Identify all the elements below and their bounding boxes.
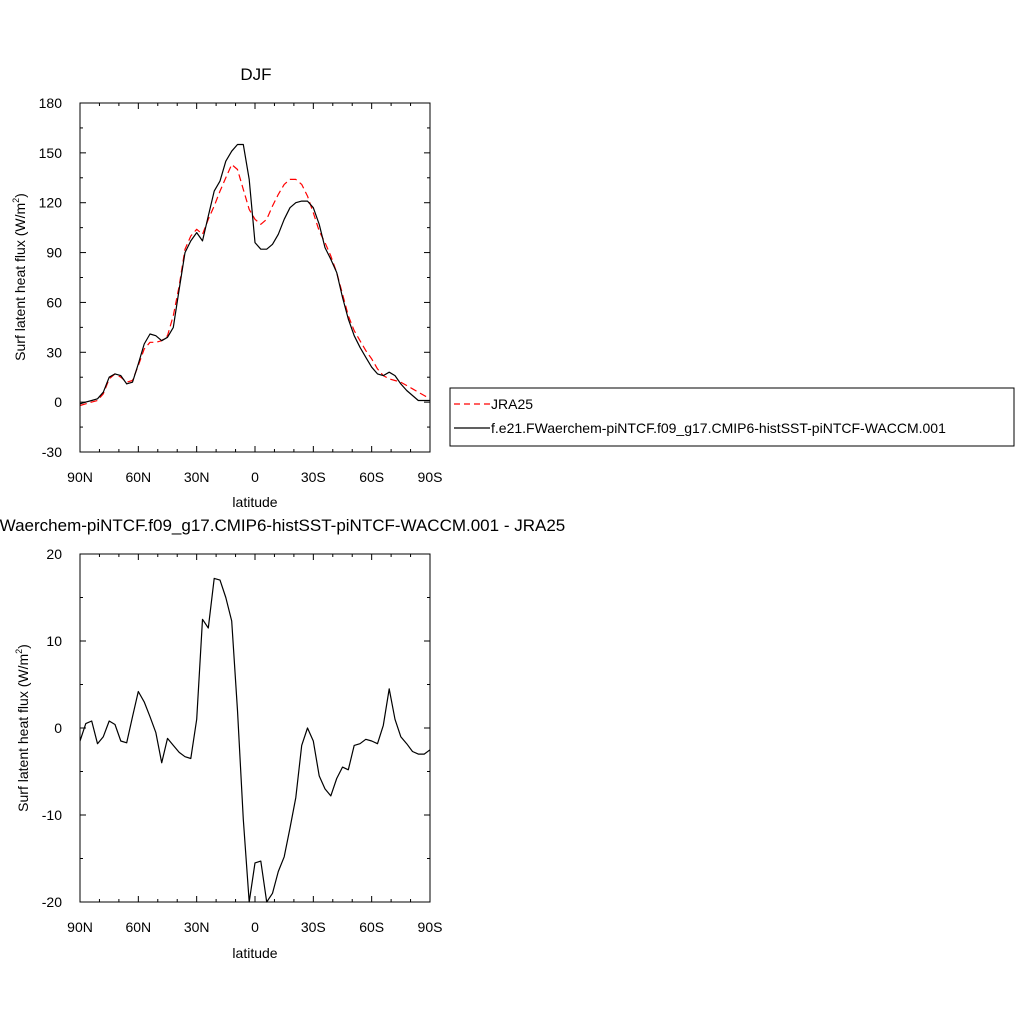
y-tick-label: 10 [46,633,62,649]
series-line-top-0 [79,163,431,407]
x-tick-label: 0 [251,919,259,935]
y-tick-label: -10 [42,807,62,823]
x-tick-label: 90S [418,919,443,935]
gridlines-top: -30 0 30 60 90 120 150 180 90N 60N 30N 0 30S 60S 90S [39,95,443,485]
x-tick-label: 90N [67,469,93,485]
plot-frame-top [79,102,431,453]
x-tick-label: 60N [125,919,151,935]
gridlines-bottom: -20 -10 0 10 20 90N 60N 30N 0 30S 60S 90S [42,546,443,935]
chart-panel-bottom: f.e21.FWaerchem-piNTCF.f09_g17.CMIP6-his… [0,516,565,961]
x-tick-label: 60S [359,919,384,935]
legend-label-jra25: JRA25 [491,396,533,412]
y-tick-label: 30 [46,344,62,360]
series-line-top-1 [79,143,430,405]
series-line-bottom-0 [79,577,431,903]
y-tick-label: 90 [46,245,62,261]
plot-lines-top [79,143,431,407]
x-tick-label: 90N [67,919,93,935]
y-tick-label: 20 [46,546,62,562]
plot-lines-bottom [79,577,431,903]
x-tick-label: 60N [125,469,151,485]
x-tick-label: 90S [418,469,443,485]
legend-label-model: f.e21.FWaerchem-piNTCF.f09_g17.CMIP6-his… [491,420,946,436]
y-tick-label: 0 [54,394,62,410]
x-axis-label-bottom: latitude [232,945,277,961]
y-tick-label: 180 [39,95,63,111]
y-tick-label: 0 [54,720,62,736]
x-tick-label: 30S [301,469,326,485]
y-tick-label: 60 [46,294,62,310]
legend-box [449,387,1015,447]
y-axis-label-top: Surf latent heat flux (W/m2) [11,193,28,361]
x-tick-label: 30N [184,469,210,485]
chart-panel-top: DJF -30 0 30 60 90 120 150 180 90N 60N 30N 0 30S 60S 9… [11,65,442,510]
y-tick-label: 150 [39,145,63,161]
x-axis-label-top: latitude [232,494,277,510]
y-tick-label: -20 [42,894,62,910]
legend: JRA25 f.e21.FWaerchem-piNTCF.f09_g17.CMI… [449,387,1015,447]
plot-frame-bottom [79,553,431,903]
x-tick-label: 30N [184,919,210,935]
x-tick-label: 30S [301,919,326,935]
y-tick-label: 120 [39,195,63,211]
x-tick-label: 0 [251,469,259,485]
x-tick-label: 60S [359,469,384,485]
chart-title-bottom: f.e21.FWaerchem-piNTCF.f09_g17.CMIP6-his… [0,516,565,535]
chart-title-top: DJF [240,65,271,84]
y-tick-label: -30 [42,444,62,460]
y-axis-label-bottom: Surf latent heat flux (W/m2) [14,644,31,812]
